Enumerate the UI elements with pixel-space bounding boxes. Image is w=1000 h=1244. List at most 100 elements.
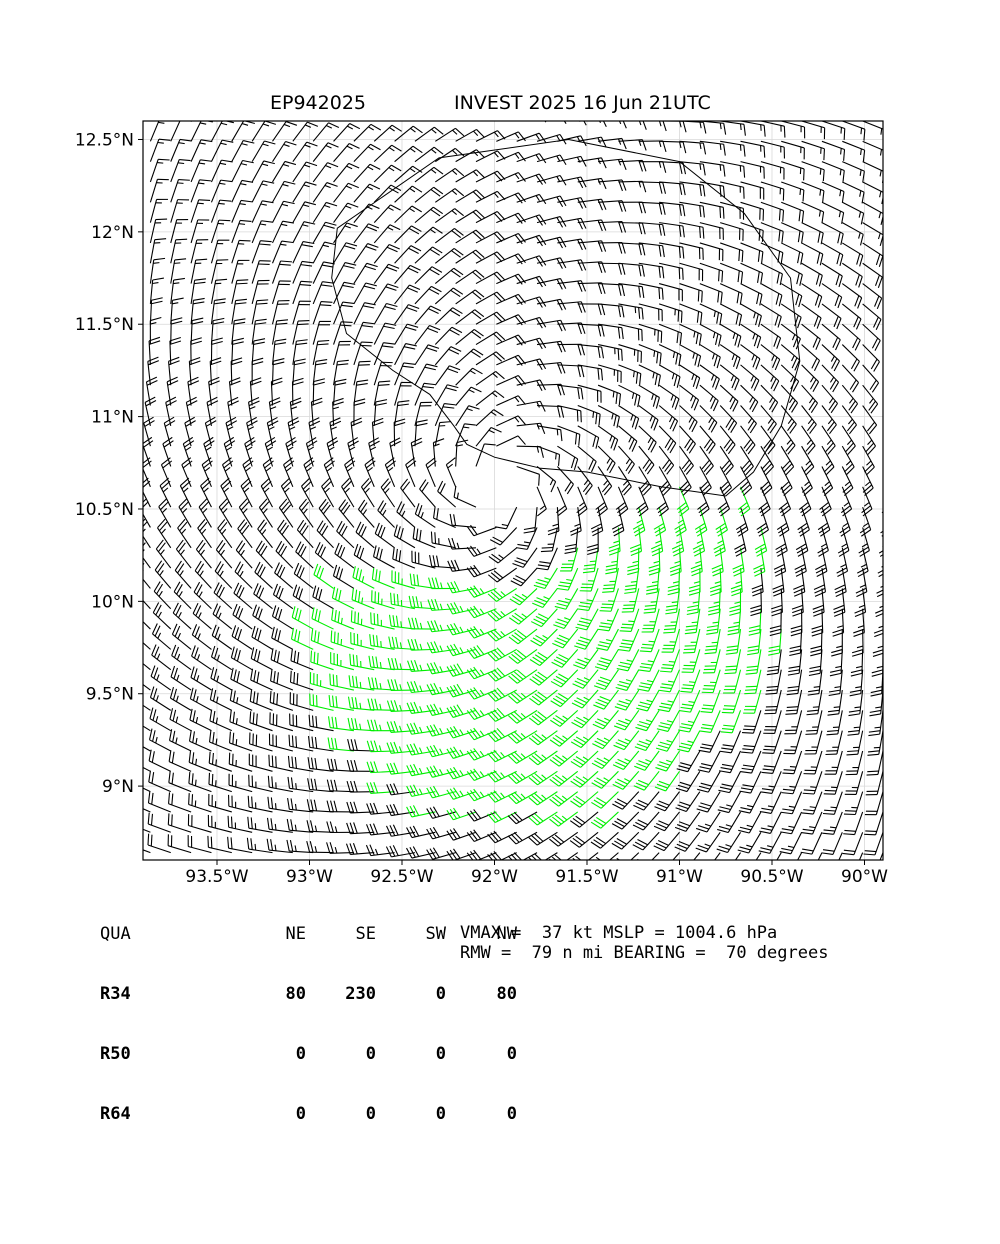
barb-feather — [484, 444, 495, 445]
barb-feather — [383, 326, 394, 328]
barb-shaft — [537, 320, 561, 324]
barb-feather — [376, 569, 377, 580]
barb-feather — [577, 659, 588, 663]
barb-shaft — [520, 588, 537, 604]
barb-feather — [223, 100, 234, 103]
barb-feather — [260, 241, 271, 242]
barb-feather — [542, 755, 547, 759]
barb-feather — [275, 607, 278, 618]
barb-feather — [284, 124, 290, 126]
barb-feather — [415, 639, 418, 650]
barb-feather — [415, 618, 418, 629]
barb-feather — [409, 208, 414, 211]
barb-feather — [204, 488, 209, 492]
barb-feather — [663, 183, 666, 194]
barb-feather — [701, 728, 712, 730]
wind-barb — [476, 391, 504, 406]
barb-feather — [281, 224, 287, 225]
barb-feather — [464, 424, 475, 425]
barb-feather — [199, 200, 210, 201]
barb-shaft — [150, 99, 160, 121]
wind-barb — [555, 588, 578, 609]
wind-barb — [252, 358, 263, 385]
barb-feather — [202, 100, 213, 102]
barb-feather — [433, 555, 435, 566]
barb-feather — [654, 807, 665, 811]
wind-barb — [374, 304, 397, 325]
barb-feather — [390, 763, 394, 774]
barb-feather — [333, 696, 334, 707]
barb-feather — [703, 227, 704, 238]
barb-feather — [679, 841, 690, 845]
barb-feather — [357, 655, 358, 666]
barb-feather — [435, 599, 439, 610]
barb-shaft — [171, 180, 179, 203]
barb-feather — [657, 352, 658, 363]
barb-feather — [430, 325, 441, 329]
barb-feather — [306, 182, 317, 185]
barb-feather — [293, 378, 304, 381]
barb-feather — [321, 302, 332, 303]
barb-feather — [598, 680, 609, 684]
barb-feather — [326, 126, 332, 129]
barb-feather — [634, 766, 645, 770]
barb-feather — [177, 675, 179, 681]
barb-feather — [307, 122, 318, 126]
barb-feather — [196, 759, 197, 765]
barb-shaft — [250, 723, 273, 731]
barb-feather — [724, 123, 726, 134]
barb-shaft — [151, 676, 171, 690]
barb-feather — [291, 407, 297, 409]
barb-feather — [647, 585, 658, 587]
barb-feather — [273, 584, 277, 595]
wind-barb — [596, 487, 608, 516]
barb-shaft — [496, 376, 518, 386]
barb-feather — [333, 565, 336, 576]
barb-feather — [514, 732, 522, 740]
wind-barb — [415, 107, 443, 121]
barb-feather — [334, 780, 337, 791]
barb-shaft — [517, 113, 540, 121]
barb-feather — [234, 670, 236, 681]
barb-feather — [150, 318, 161, 321]
wind-barb — [637, 670, 659, 691]
barb-feather — [700, 767, 711, 769]
barb-shaft — [435, 347, 451, 365]
barb-feather — [293, 382, 304, 385]
barb-shaft — [537, 299, 561, 304]
wind-barb — [354, 224, 379, 243]
barb-feather — [431, 149, 436, 153]
barb-feather — [337, 360, 348, 361]
barb-feather — [599, 642, 610, 644]
barb-feather — [457, 445, 463, 446]
wind-barb — [169, 792, 192, 812]
barb-shaft — [618, 365, 640, 374]
barb-feather — [298, 610, 301, 621]
barb-feather — [617, 858, 627, 864]
barb-feather — [327, 780, 330, 791]
barb-shaft — [191, 140, 201, 162]
barb-feather — [647, 680, 653, 681]
barb-feather — [457, 543, 459, 549]
wind-barb — [675, 812, 700, 831]
barb-shaft — [335, 554, 354, 569]
barb-feather — [193, 689, 196, 700]
barb-feather — [635, 862, 645, 867]
barb-feather — [508, 776, 516, 784]
barb-feather — [624, 592, 635, 593]
wind-barb — [388, 679, 415, 690]
barb-shaft — [583, 670, 598, 689]
barb-feather — [685, 632, 696, 633]
wind-barb — [334, 282, 356, 304]
barb-feather — [158, 159, 169, 160]
barb-feather — [231, 817, 232, 828]
barb-feather — [278, 630, 281, 641]
wind-barb — [395, 324, 419, 344]
barb-shaft — [435, 385, 447, 406]
wind-barb — [313, 222, 336, 243]
barb-shaft — [454, 497, 476, 507]
barb-feather — [517, 558, 528, 562]
barb-feather — [194, 647, 198, 658]
barb-feather — [322, 265, 333, 267]
wind-barb — [577, 588, 598, 610]
